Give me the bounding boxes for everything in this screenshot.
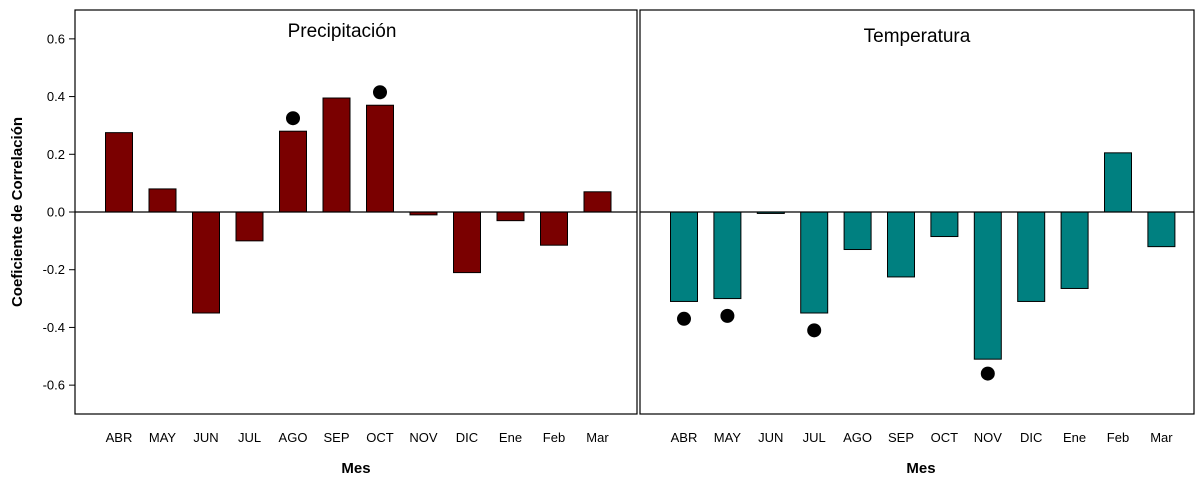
panel-title: Precipitación bbox=[288, 21, 397, 42]
significance-markers bbox=[286, 85, 387, 126]
x-tick-label: OCT bbox=[931, 430, 959, 445]
bar-sep bbox=[887, 211, 915, 278]
bar-ago bbox=[843, 211, 872, 251]
x-tick-label: MAY bbox=[714, 430, 742, 445]
bar-oct bbox=[366, 104, 394, 213]
x-tick-label: ABR bbox=[671, 430, 698, 445]
y-tick-label: 0.2 bbox=[47, 147, 65, 162]
x-tick-label: JUN bbox=[758, 430, 783, 445]
bar-sep bbox=[322, 97, 351, 213]
bar-ago bbox=[279, 130, 307, 213]
bar-jun bbox=[192, 211, 220, 314]
y-axis-label: Coeficiente de Correlación bbox=[9, 117, 26, 307]
y-axis: -0.6 -0.4 -0.2 0.0 0.2 0.4 0.6 bbox=[43, 31, 75, 393]
bar-mar bbox=[1147, 211, 1176, 248]
x-tick-label: ABR bbox=[106, 430, 133, 445]
x-tick-label: Mar bbox=[586, 430, 609, 445]
panel-precipitacion: Precipitación -0.6 -0.4 -0.2 0.0 0.2 0.4 0.6 A… bbox=[9, 9, 638, 477]
x-tick-label: Feb bbox=[543, 430, 565, 445]
bar-jul bbox=[235, 211, 264, 242]
x-tick-label: Feb bbox=[1107, 430, 1129, 445]
x-tick-label: Ene bbox=[499, 430, 522, 445]
bar-abr bbox=[670, 211, 698, 302]
y-tick-label: 0.6 bbox=[47, 31, 65, 46]
x-tick-label: NOV bbox=[409, 430, 438, 445]
x-tick-label: DIC bbox=[1020, 430, 1042, 445]
y-tick-label: 0.0 bbox=[47, 205, 65, 220]
panel-title: Temperatura bbox=[864, 26, 971, 47]
x-tick-label: JUN bbox=[193, 430, 218, 445]
bars bbox=[670, 152, 1176, 360]
x-tick-label: MAY bbox=[149, 430, 177, 445]
x-tick-label: JUL bbox=[803, 430, 826, 445]
bar-may bbox=[713, 211, 742, 300]
bar-feb bbox=[540, 211, 568, 246]
y-tick-label: -0.2 bbox=[43, 262, 65, 277]
y-tick-label: -0.4 bbox=[43, 320, 65, 335]
x-tick-label: DIC bbox=[456, 430, 478, 445]
x-tick-labels: ABR MAY JUN JUL AGO SEP OCT NOV DIC Ene Feb Mar bbox=[671, 430, 1174, 445]
panel-temperatura: Temperatura ABR MAY JUN JUL AGO SEP OCT NOV DIC E… bbox=[639, 9, 1195, 477]
significance-marker bbox=[807, 323, 822, 338]
bar-may bbox=[148, 188, 177, 213]
bar-abr bbox=[105, 132, 133, 213]
x-tick-label: NOV bbox=[974, 430, 1003, 445]
x-tick-labels: ABR MAY JUN JUL AGO SEP OCT NOV DIC Ene Feb Mar bbox=[106, 430, 610, 445]
x-tick-label: AGO bbox=[279, 430, 308, 445]
bar-dic bbox=[1017, 211, 1046, 302]
x-axis-label: Mes bbox=[341, 460, 370, 477]
bar-dic bbox=[453, 211, 481, 274]
bar-nov bbox=[973, 211, 1002, 360]
significance-marker bbox=[286, 111, 300, 126]
significance-markers bbox=[677, 308, 995, 381]
x-axis-label: Mes bbox=[906, 460, 935, 477]
x-tick-label: OCT bbox=[366, 430, 394, 445]
x-tick-label: JUL bbox=[238, 430, 261, 445]
significance-marker bbox=[980, 366, 995, 381]
bar-oct bbox=[930, 211, 959, 238]
significance-marker bbox=[677, 311, 691, 326]
x-tick-label: Ene bbox=[1063, 430, 1086, 445]
bar-mar bbox=[583, 191, 612, 213]
y-tick-label: -0.6 bbox=[43, 378, 65, 393]
significance-marker bbox=[720, 308, 735, 323]
bars bbox=[105, 97, 612, 314]
y-tick-label: 0.4 bbox=[47, 89, 65, 104]
x-tick-label: SEP bbox=[888, 430, 914, 445]
bar-feb bbox=[1104, 152, 1132, 213]
bar-jul bbox=[800, 211, 829, 314]
significance-marker bbox=[373, 85, 387, 100]
x-tick-label: Mar bbox=[1150, 430, 1173, 445]
x-tick-label: AGO bbox=[843, 430, 872, 445]
x-tick-label: SEP bbox=[323, 430, 349, 445]
bar-ene bbox=[496, 211, 525, 222]
bar-ene bbox=[1060, 211, 1089, 289]
